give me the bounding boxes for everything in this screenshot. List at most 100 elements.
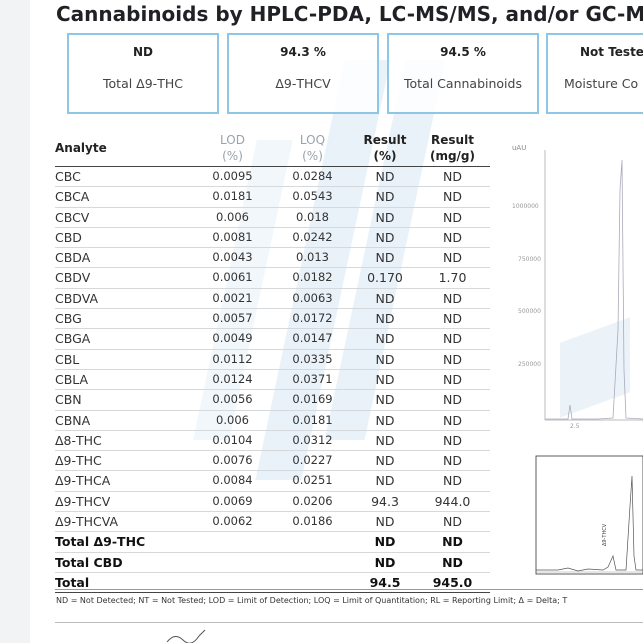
empty-cell	[195, 572, 270, 594]
table-total-row: Total Δ9-THC ND ND	[55, 531, 490, 553]
summary-label: Moisture Co	[564, 76, 639, 91]
result-pct-cell: ND	[355, 308, 415, 330]
chromatogram-main: uAU 1000000 750000 500000 250000 2.5	[512, 144, 643, 430]
result-pct-cell: ND	[355, 430, 415, 452]
header-lod: LOD (%)	[195, 132, 270, 167]
analyte-cell: CBCA	[55, 186, 195, 208]
analyte-cell: CBG	[55, 308, 195, 330]
lod-cell: 0.0081	[195, 227, 270, 249]
table-row: CBCA 0.0181 0.0543 ND ND	[55, 186, 490, 208]
result-pct-cell: ND	[355, 450, 415, 472]
result-pct-cell: ND	[355, 207, 415, 228]
analyte-cell: CBDA	[55, 247, 195, 269]
result-pct-cell: ND	[355, 186, 415, 208]
loq-cell: 0.0251	[270, 470, 355, 492]
analyte-cell: CBCV	[55, 207, 195, 228]
analyte-cell: CBLA	[55, 369, 195, 391]
table-row: CBNA 0.006 0.0181 ND ND	[55, 410, 490, 431]
result-mg-cell: ND	[415, 166, 490, 188]
loq-cell: 0.0227	[270, 450, 355, 472]
total-result-mg-cell: ND	[415, 552, 490, 573]
result-pct-cell: ND	[355, 328, 415, 350]
result-mg-cell: ND	[415, 349, 490, 370]
inset-peak-label: Δ9-THCV	[602, 523, 608, 546]
footer-divider-lower	[55, 622, 643, 623]
result-mg-cell: ND	[415, 511, 490, 533]
result-mg-cell: ND	[415, 207, 490, 228]
analyte-cell: CBD	[55, 227, 195, 249]
loq-cell: 0.018	[270, 207, 355, 228]
loq-cell: 0.0206	[270, 491, 355, 513]
lod-cell: 0.0181	[195, 186, 270, 208]
result-pct-cell: ND	[355, 349, 415, 370]
loq-cell: 0.0182	[270, 267, 355, 289]
summary-value: 94.5 %	[440, 45, 486, 59]
lod-cell: 0.0076	[195, 450, 270, 472]
total-label-cell: Total Δ9-THC	[55, 531, 195, 553]
analyte-cell: CBNA	[55, 410, 195, 431]
result-mg-cell: ND	[415, 186, 490, 208]
loq-cell: 0.0335	[270, 349, 355, 370]
header-result-pct: Result (%)	[355, 132, 415, 167]
empty-cell	[270, 572, 355, 594]
lod-cell: 0.0049	[195, 328, 270, 350]
loq-cell: 0.0284	[270, 166, 355, 188]
analyte-cell: CBDV	[55, 267, 195, 289]
chromatogram-y-tick: 1000000	[512, 203, 539, 210]
table-row: CBN 0.0056 0.0169 ND ND	[55, 389, 490, 411]
header-loq-label: LOQ	[299, 133, 326, 147]
summary-label: Total Cannabinoids	[404, 76, 522, 91]
result-mg-cell: ND	[415, 308, 490, 330]
abbreviations-footnote: ND = Not Detected; NT = Not Tested; LOD …	[56, 596, 568, 605]
summary-value: ND	[132, 45, 153, 59]
total-result-pct-cell: 94.5	[355, 572, 415, 594]
header-lod-label: LOD	[220, 133, 245, 147]
chromatogram-x-tick: 2.5	[570, 423, 580, 430]
loq-cell: 0.0169	[270, 389, 355, 411]
loq-cell: 0.0371	[270, 369, 355, 391]
header-result-unit: (%)	[373, 149, 397, 163]
header-result-mg-label: Result	[431, 133, 474, 147]
result-mg-cell: ND	[415, 430, 490, 452]
analyte-cell: Δ9-THCA	[55, 470, 195, 492]
result-mg-cell: ND	[415, 369, 490, 391]
chromatogram-y-tick: 250000	[518, 361, 541, 368]
summary-box-total-cannabinoids: 94.5 % Total Cannabinoids	[387, 33, 539, 114]
loq-cell: 0.013	[270, 247, 355, 269]
table-row: CBG 0.0057 0.0172 ND ND	[55, 308, 490, 330]
page-margin	[0, 0, 30, 643]
analyte-cell: Δ9-THCV	[55, 491, 195, 513]
lod-cell: 0.0069	[195, 491, 270, 513]
lod-cell: 0.006	[195, 207, 270, 228]
result-pct-cell: ND	[355, 369, 415, 391]
table-row: CBLA 0.0124 0.0371 ND ND	[55, 369, 490, 391]
analyte-cell: CBL	[55, 349, 195, 370]
total-label-cell: Total	[55, 572, 195, 594]
total-result-pct-cell: ND	[355, 531, 415, 553]
chromatogram-trace	[545, 159, 643, 420]
result-mg-cell: ND	[415, 227, 490, 249]
loq-cell: 0.0186	[270, 511, 355, 533]
analyte-cell: CBGA	[55, 328, 195, 350]
chromatogram-inset: Δ9-THCV	[535, 455, 643, 575]
analyte-cell: Δ9-THC	[55, 450, 195, 472]
table-row: Δ9-THC 0.0076 0.0227 ND ND	[55, 450, 490, 472]
summary-box-total-thc: ND Total Δ9-THC	[67, 33, 219, 114]
summary-label: Δ9-THCV	[275, 76, 331, 91]
total-label-cell: Total CBD	[55, 552, 195, 573]
chromatogram-y-tick: 750000	[518, 256, 541, 263]
signature-mark	[166, 629, 206, 643]
header-result-label: Result	[363, 133, 407, 147]
summary-box-moisture: Not Teste Moisture Co	[546, 33, 643, 114]
footer-divider	[55, 589, 643, 590]
table-row: CBD 0.0081 0.0242 ND ND	[55, 227, 490, 249]
lod-cell: 0.006	[195, 410, 270, 431]
table-row: Δ9-THCA 0.0084 0.0251 ND ND	[55, 470, 490, 492]
inset-trace	[536, 475, 643, 572]
total-result-mg-cell: ND	[415, 531, 490, 553]
lod-cell: 0.0061	[195, 267, 270, 289]
table-row: CBDV 0.0061 0.0182 0.170 1.70	[55, 267, 490, 289]
result-mg-cell: 1.70	[415, 267, 490, 289]
table-body: CBC 0.0095 0.0284 ND ND CBCA 0.0181 0.0543 ND ND C…	[55, 166, 490, 594]
result-mg-cell: ND	[415, 288, 490, 310]
